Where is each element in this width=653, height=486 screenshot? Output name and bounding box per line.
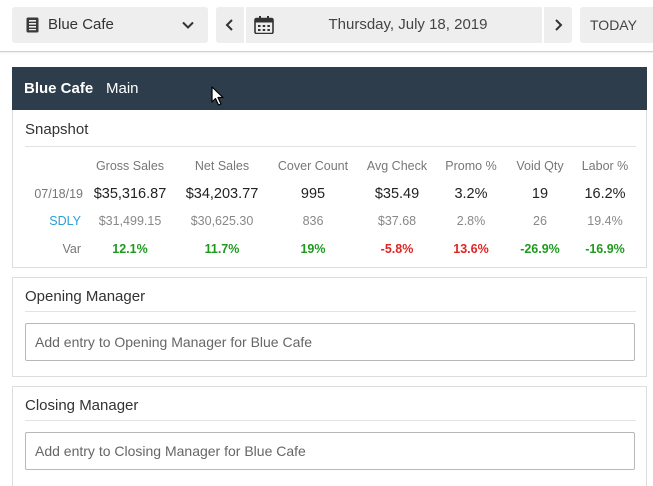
book-icon <box>26 17 39 33</box>
var-promo-percent: 13.6% <box>453 242 489 256</box>
sdly-labor-percent: 19.4% <box>587 214 623 228</box>
today-button[interactable]: TODAY <box>580 7 653 43</box>
closing-manager-title: Closing Manager <box>25 397 139 414</box>
column-header: Gross Sales <box>95 159 165 173</box>
divider <box>25 146 636 147</box>
column-header: Void Qty <box>516 159 564 173</box>
divider <box>25 420 636 421</box>
chevron-down-icon <box>182 21 194 29</box>
today-promo-percent: 3.2% <box>454 186 488 202</box>
sdly-link[interactable]: SDLY <box>49 214 81 228</box>
var-void-qty: -26.9% <box>520 242 560 256</box>
date-picker[interactable]: Thursday, July 18, 2019 <box>246 7 542 43</box>
column-header: Cover Count <box>277 159 349 173</box>
column-header: Net Sales <box>194 159 250 173</box>
today-cover-count: 995 <box>300 186 326 202</box>
location-select[interactable]: Blue Cafe <box>12 7 208 43</box>
sdly-void-qty: 26 <box>533 214 547 228</box>
panel-header: Blue Cafe Main <box>12 67 647 110</box>
sdly-gross-sales: $31,499.15 <box>98 214 162 228</box>
calendar-icon <box>254 16 274 34</box>
column-header: Avg Check <box>366 159 428 173</box>
sdly-net-sales: $30,625.30 <box>190 214 254 228</box>
divider <box>25 311 636 312</box>
opening-manager-title: Opening Manager <box>25 288 146 305</box>
var-avg-check: -5.8% <box>380 242 414 256</box>
tab-main[interactable]: Main <box>106 80 139 97</box>
opening-manager-entry-input[interactable] <box>25 323 635 361</box>
top-toolbar: Blue Cafe Thursday, July 18, 2019 TODA <box>0 0 653 52</box>
today-gross-sales: $35,316.87 <box>93 186 167 202</box>
today-void-qty: 19 <box>531 186 549 202</box>
closing-manager-card: Closing Manager <box>12 386 647 486</box>
row-label-date: 07/18/19 <box>34 187 83 201</box>
mouse-cursor-icon <box>211 86 224 106</box>
var-net-sales: 11.7% <box>204 242 240 256</box>
snapshot-card: Snapshot Gross Sales Net Sales Cover Cou… <box>12 110 647 268</box>
sdly-cover-count: 836 <box>302 214 324 228</box>
row-label-variance: Var <box>62 242 81 256</box>
previous-day-button[interactable] <box>216 7 244 43</box>
var-gross-sales: 12.1% <box>112 242 148 256</box>
sdly-promo-percent: 2.8% <box>456 214 486 228</box>
next-day-button[interactable] <box>544 7 572 43</box>
today-labor-percent: 16.2% <box>584 186 626 202</box>
today-net-sales: $34,203.77 <box>185 186 259 202</box>
chevron-right-icon <box>555 19 563 31</box>
selected-date: Thursday, July 18, 2019 <box>328 16 488 33</box>
opening-manager-card: Opening Manager <box>12 277 647 377</box>
store-name: Blue Cafe <box>24 80 94 97</box>
sdly-avg-check: $37.68 <box>377 214 417 228</box>
var-labor-percent: -16.9% <box>585 242 625 256</box>
location-select-value: Blue Cafe <box>48 16 114 33</box>
column-header: Promo % <box>445 159 497 173</box>
closing-manager-entry-input[interactable] <box>25 432 635 470</box>
today-avg-check: $35.49 <box>374 186 420 202</box>
column-header: Labor % <box>581 159 629 173</box>
chevron-left-icon <box>225 19 233 31</box>
var-cover-count: 19% <box>300 242 326 256</box>
snapshot-title: Snapshot <box>25 121 89 138</box>
